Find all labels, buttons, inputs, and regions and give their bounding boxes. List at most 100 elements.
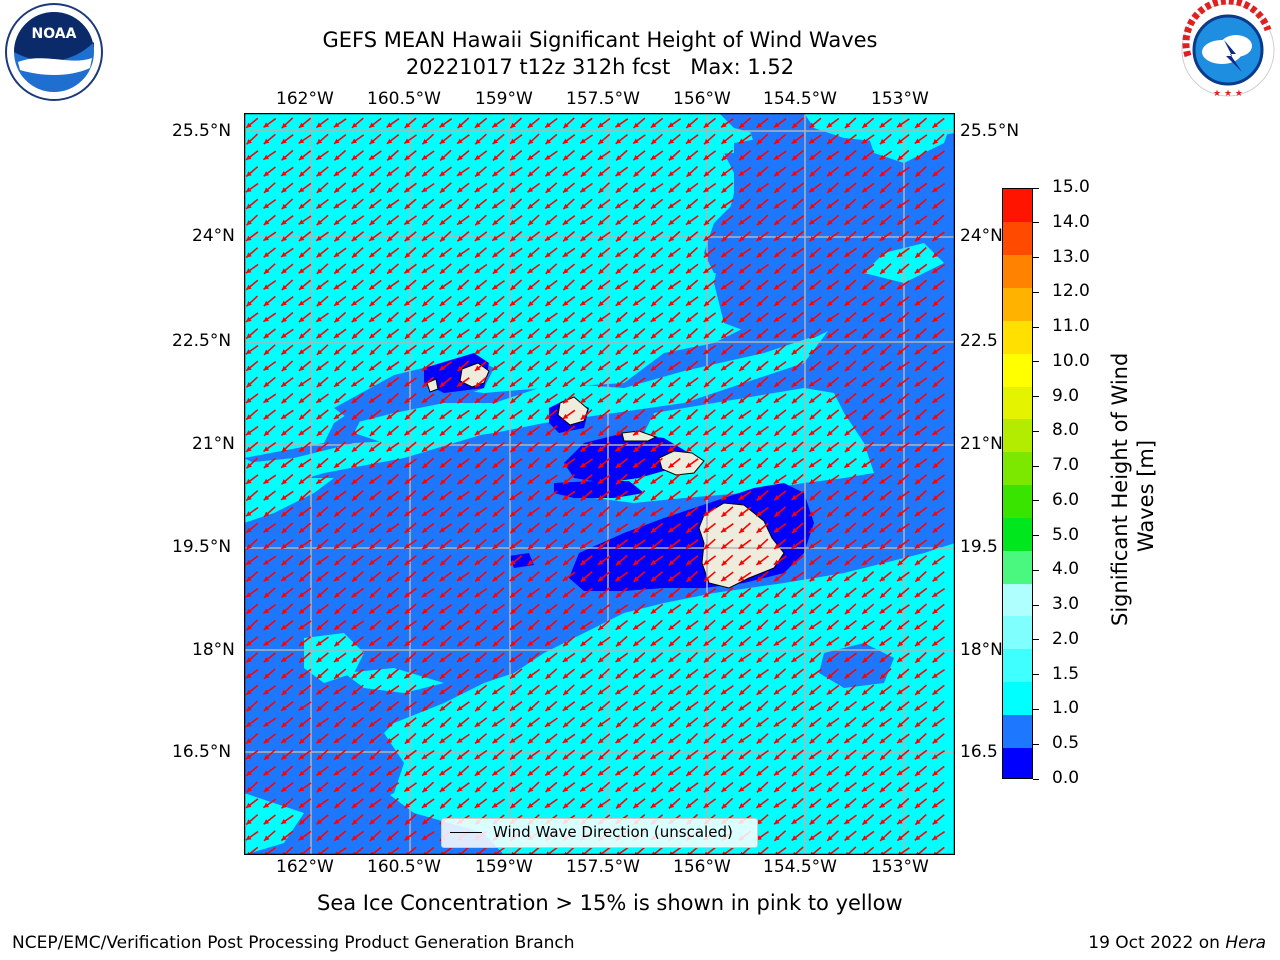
wind-wave-arrow-head bbox=[879, 657, 886, 663]
wind-wave-arrow-head bbox=[580, 640, 586, 646]
wind-wave-arrow-head bbox=[615, 430, 622, 436]
wind-wave-arrow-head bbox=[510, 462, 516, 468]
wind-wave-arrow-head bbox=[299, 608, 305, 614]
wind-wave-arrow-head bbox=[474, 478, 481, 484]
wind-wave-arrow-head bbox=[756, 430, 762, 436]
colorbar-swatch bbox=[1003, 254, 1032, 289]
wind-wave-arrow-head bbox=[756, 673, 762, 679]
wind-wave-arrow-head bbox=[545, 543, 551, 549]
wind-wave-arrow-head bbox=[914, 786, 921, 792]
wind-wave-arrow-head bbox=[826, 738, 833, 744]
wind-wave-arrow-head bbox=[844, 398, 851, 404]
wind-wave-arrow-head bbox=[826, 365, 833, 371]
wind-wave-arrow-head bbox=[492, 317, 499, 323]
wind-wave-arrow-head bbox=[369, 495, 375, 501]
wind-wave-arrow-head bbox=[457, 446, 463, 452]
wind-wave-arrow-head bbox=[510, 187, 516, 193]
wind-wave-arrow-head bbox=[422, 624, 428, 631]
wind-wave-arrow-head bbox=[756, 721, 762, 727]
wind-wave-arrow-head bbox=[527, 203, 534, 209]
wind-wave-arrow-head bbox=[245, 349, 252, 355]
wind-wave-arrow-head bbox=[474, 203, 481, 209]
wind-wave-arrow-head bbox=[932, 592, 938, 597]
wind-wave-arrow-head bbox=[862, 284, 868, 290]
wind-wave-arrow-head bbox=[421, 154, 428, 160]
wind-wave-arrow-head bbox=[333, 689, 340, 695]
wind-wave-arrow-head bbox=[879, 316, 886, 322]
wind-wave-arrow-head bbox=[545, 689, 551, 695]
wind-wave-arrow-head bbox=[264, 430, 270, 436]
wind-wave-arrow-head bbox=[246, 576, 252, 582]
wind-wave-arrow-head bbox=[809, 316, 815, 322]
wind-wave-arrow-head bbox=[263, 284, 270, 290]
wind-wave-arrow-head bbox=[774, 462, 780, 468]
wind-wave-arrow-head bbox=[492, 527, 498, 533]
wind-wave-arrow-head bbox=[932, 511, 938, 516]
wind-wave-arrow-head bbox=[334, 381, 340, 387]
wind-wave-arrow-head bbox=[404, 236, 411, 242]
wind-wave-arrow-head bbox=[299, 284, 305, 290]
wind-wave-arrow-head bbox=[527, 559, 534, 565]
wind-wave-arrow-head bbox=[246, 738, 252, 744]
wind-wave-arrow-head bbox=[774, 349, 780, 355]
wind-wave-arrow-head bbox=[651, 171, 657, 177]
wind-wave-arrow-head bbox=[457, 673, 463, 679]
colorbar bbox=[1002, 188, 1033, 779]
wind-wave-arrow-head bbox=[298, 235, 305, 241]
wind-wave-arrow-head bbox=[914, 754, 921, 760]
wind-wave-arrow-head bbox=[844, 155, 851, 161]
wind-wave-arrow-head bbox=[281, 155, 287, 161]
wind-wave-arrow-head bbox=[703, 397, 710, 403]
wind-wave-arrow-head bbox=[563, 398, 569, 404]
wind-wave-arrow-head bbox=[598, 252, 604, 258]
wind-wave-arrow-head bbox=[528, 382, 534, 388]
wind-wave-arrow-head bbox=[844, 187, 851, 193]
wind-wave-arrow-head bbox=[298, 349, 305, 355]
wind-wave-arrow-head bbox=[879, 786, 886, 793]
wind-wave-arrow-head bbox=[703, 770, 710, 776]
wind-wave-arrow-head bbox=[915, 235, 921, 242]
wind-wave-arrow-head bbox=[809, 511, 815, 517]
wind-wave-arrow-head bbox=[527, 171, 534, 177]
wind-wave-arrow-head bbox=[616, 236, 622, 242]
wind-wave-arrow-head bbox=[756, 576, 763, 582]
wind-wave-arrow-head bbox=[721, 138, 727, 144]
footer-host: Hera bbox=[1225, 933, 1266, 953]
wind-wave-arrow-head bbox=[246, 446, 252, 452]
wind-wave-arrow-head bbox=[386, 219, 393, 225]
wind-wave-arrow-head bbox=[562, 170, 569, 176]
wind-wave-arrow bbox=[634, 846, 646, 855]
wind-wave-arrow-head bbox=[246, 252, 252, 258]
wind-wave-arrow-head bbox=[545, 511, 552, 517]
wind-wave-arrow-head bbox=[264, 754, 270, 760]
wind-wave-arrow-head bbox=[439, 770, 446, 776]
wind-wave-arrow-head bbox=[932, 462, 939, 469]
wind-wave-arrow-head bbox=[844, 641, 851, 647]
wind-wave-arrow-head bbox=[598, 738, 604, 744]
wind-wave-arrow-head bbox=[474, 268, 481, 274]
wind-wave-arrow-head bbox=[369, 478, 375, 484]
wind-wave-arrow-head bbox=[862, 819, 868, 825]
wind-wave-arrow-head bbox=[774, 738, 780, 744]
wind-wave-arrow-head bbox=[510, 786, 516, 792]
wind-wave-arrow-head bbox=[439, 624, 446, 630]
wind-wave-arrow-head bbox=[791, 187, 798, 193]
wind-wave-arrow-head bbox=[615, 543, 622, 549]
wind-wave-arrow-head bbox=[580, 252, 587, 258]
wind-wave-arrow-head bbox=[246, 397, 252, 403]
wind-wave-arrow-head bbox=[809, 527, 815, 533]
wind-wave-arrow-head bbox=[387, 722, 393, 728]
wind-wave-arrow-head bbox=[404, 381, 410, 387]
wind-wave-arrow-head bbox=[334, 365, 340, 372]
wind-wave-arrow-head bbox=[862, 203, 868, 209]
wind-wave-arrow-head bbox=[809, 300, 815, 306]
wind-wave-arrow-head bbox=[826, 171, 833, 177]
wind-wave-arrow-head bbox=[563, 203, 569, 210]
wind-wave-arrow-head bbox=[545, 576, 551, 582]
wind-wave-arrow-head bbox=[263, 819, 270, 825]
wind-wave-arrow-head bbox=[862, 721, 868, 727]
wind-wave-arrow-head bbox=[298, 592, 305, 598]
wind-wave-arrow-head bbox=[369, 559, 375, 565]
wind-wave-arrow-head bbox=[421, 430, 428, 435]
wind-wave-arrow-head bbox=[686, 155, 692, 161]
